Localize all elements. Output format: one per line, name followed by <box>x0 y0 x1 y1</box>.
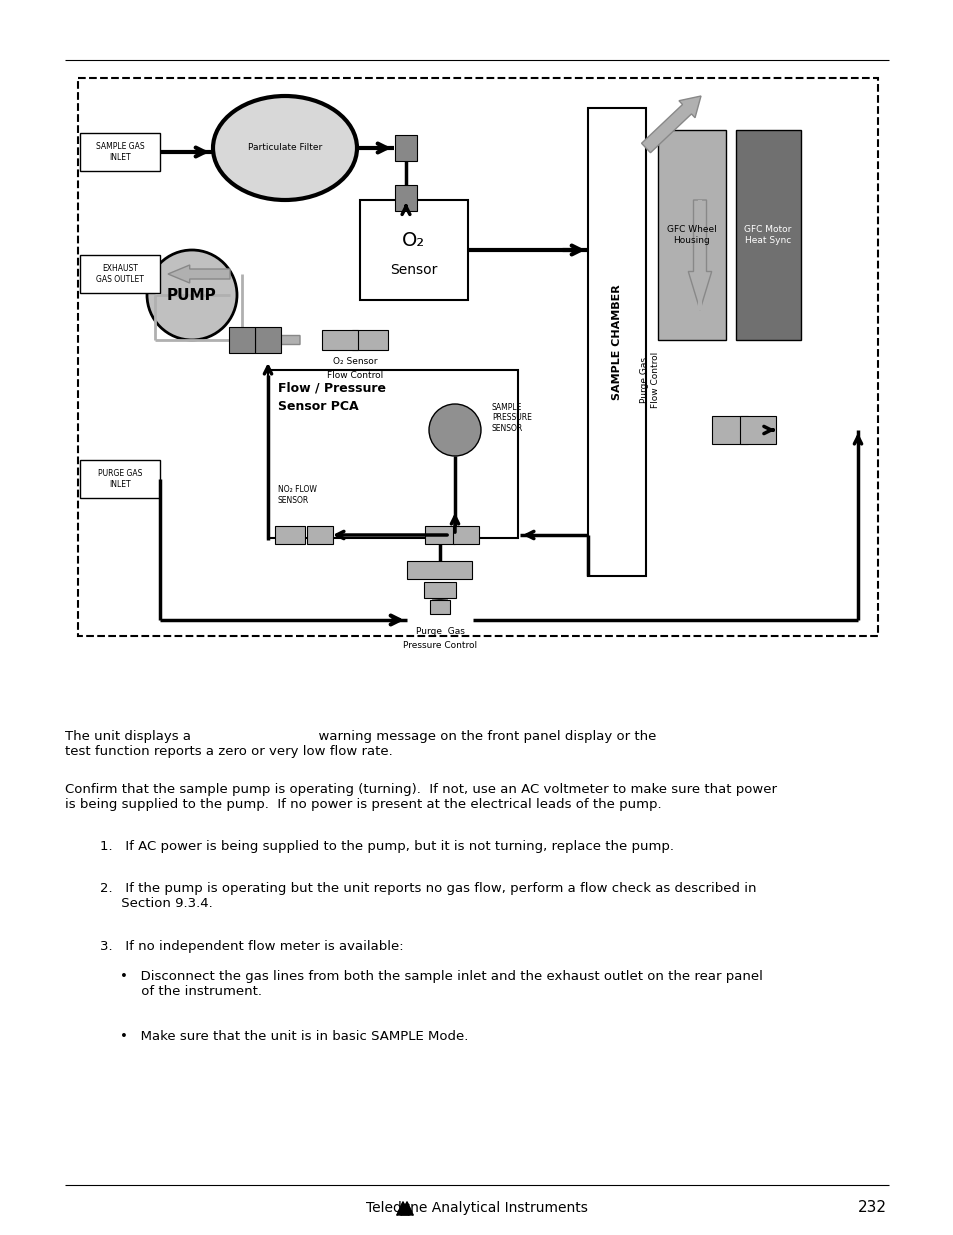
Bar <box>254 327 281 353</box>
Bar <box>274 526 305 543</box>
FancyArrow shape <box>687 200 711 310</box>
Text: Sensor PCA: Sensor PCA <box>277 399 358 412</box>
Text: 232: 232 <box>857 1200 886 1215</box>
Bar <box>359 200 468 300</box>
Text: EXHAUST
GAS OUTLET: EXHAUST GAS OUTLET <box>96 264 144 284</box>
Bar <box>423 582 456 598</box>
Bar <box>80 459 160 498</box>
Text: SAMPLE GAS
INLET: SAMPLE GAS INLET <box>95 142 144 162</box>
FancyArrow shape <box>168 266 230 283</box>
Text: •   Make sure that the unit is in basic SAMPLE Mode.: • Make sure that the unit is in basic SA… <box>120 1030 468 1044</box>
Text: Sensor: Sensor <box>390 263 437 277</box>
Text: O₂: O₂ <box>402 231 425 249</box>
Text: 2.   If the pump is operating but the unit reports no gas flow, perform a flow c: 2. If the pump is operating but the unit… <box>100 882 756 910</box>
Text: The unit displays a                              warning message on the front pa: The unit displays a warning message on t… <box>65 730 656 758</box>
Polygon shape <box>396 1202 409 1215</box>
FancyArrow shape <box>270 332 299 348</box>
Text: Pressure Control: Pressure Control <box>402 641 476 650</box>
Bar <box>307 526 333 543</box>
Polygon shape <box>400 1202 413 1215</box>
Bar <box>740 416 775 445</box>
Text: Flow / Pressure: Flow / Pressure <box>277 382 386 394</box>
Text: GFC Wheel
Housing: GFC Wheel Housing <box>666 225 716 245</box>
Ellipse shape <box>213 96 356 200</box>
Text: Purge Gas
Flow Control: Purge Gas Flow Control <box>639 352 659 408</box>
Bar <box>735 130 801 340</box>
Text: SAMPLE
PRESSURE
SENSOR: SAMPLE PRESSURE SENSOR <box>492 403 532 433</box>
Bar <box>711 416 747 445</box>
Text: PUMP: PUMP <box>167 288 216 303</box>
Bar <box>430 600 450 614</box>
Text: NO₂ FLOW
SENSOR: NO₂ FLOW SENSOR <box>277 485 316 505</box>
Bar <box>322 330 357 350</box>
Bar <box>78 78 877 636</box>
Bar <box>80 254 160 293</box>
Text: Confirm that the sample pump is operating (turning).  If not, use an AC voltmete: Confirm that the sample pump is operatin… <box>65 783 776 811</box>
Text: Particulate Filter: Particulate Filter <box>248 143 322 152</box>
Bar <box>658 130 725 340</box>
Bar <box>229 327 254 353</box>
Bar <box>587 107 645 576</box>
Bar <box>268 370 517 538</box>
Bar <box>395 185 416 211</box>
Bar <box>395 135 416 161</box>
Text: PURGE GAS
INLET: PURGE GAS INLET <box>98 469 142 489</box>
Ellipse shape <box>147 249 236 340</box>
Text: 1.   If AC power is being supplied to the pump, but it is not turning, replace t: 1. If AC power is being supplied to the … <box>100 840 673 853</box>
FancyArrow shape <box>640 96 700 153</box>
Text: •   Disconnect the gas lines from both the sample inlet and the exhaust outlet o: • Disconnect the gas lines from both the… <box>120 969 762 998</box>
FancyArrow shape <box>325 332 379 348</box>
Text: Purge  Gas: Purge Gas <box>416 627 464 636</box>
Bar <box>352 330 388 350</box>
Bar <box>407 561 472 579</box>
Text: Flow Control: Flow Control <box>327 372 383 380</box>
Bar <box>80 133 160 170</box>
Circle shape <box>429 404 480 456</box>
Text: GFC Motor
Heat Sync: GFC Motor Heat Sync <box>743 225 791 245</box>
Text: Teledyne Analytical Instruments: Teledyne Analytical Instruments <box>366 1200 587 1215</box>
Bar <box>424 526 455 543</box>
Text: 3.   If no independent flow meter is available:: 3. If no independent flow meter is avail… <box>100 940 403 953</box>
Bar <box>453 526 478 543</box>
Text: SAMPLE CHAMBER: SAMPLE CHAMBER <box>612 284 621 400</box>
Text: O₂ Sensor: O₂ Sensor <box>333 357 376 367</box>
